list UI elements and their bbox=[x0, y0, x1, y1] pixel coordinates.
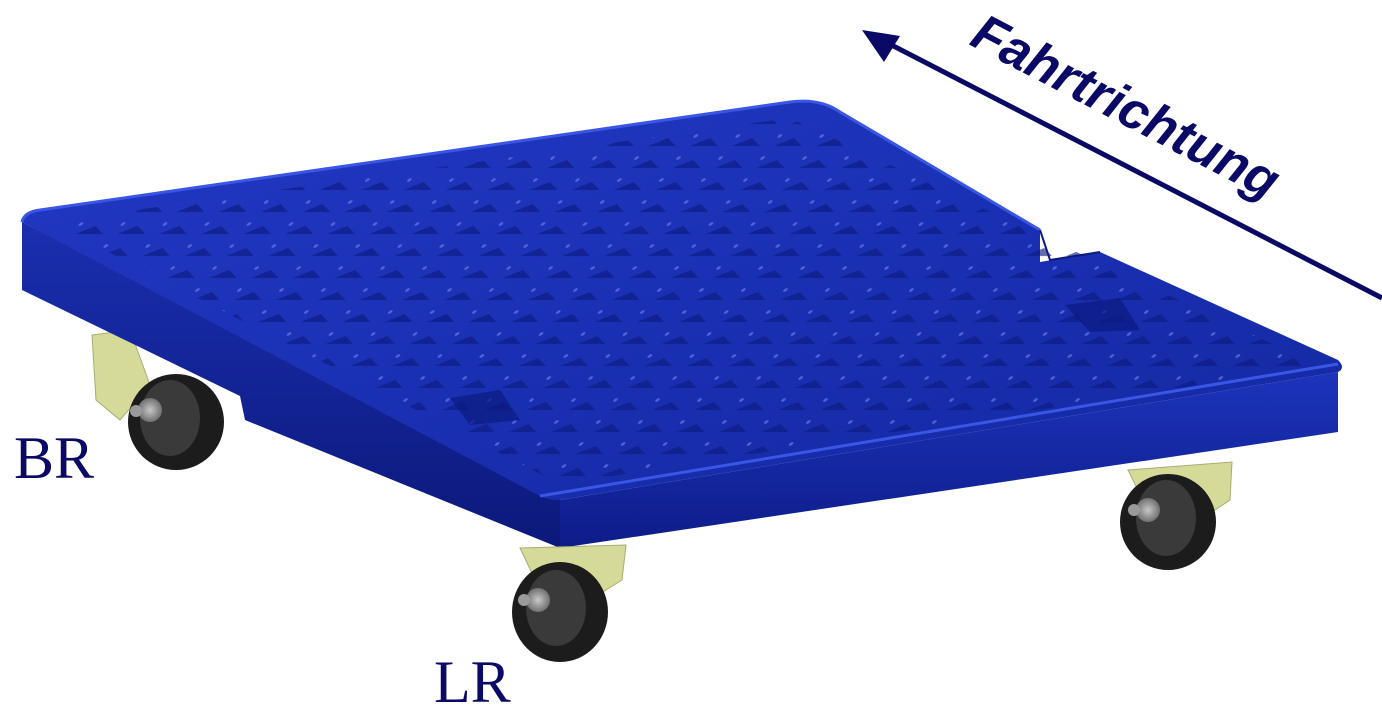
wheel-label-back-right: BR bbox=[14, 425, 94, 491]
arrow-head-icon bbox=[862, 30, 900, 62]
wheel-hub bbox=[138, 398, 162, 422]
wheel-hub bbox=[526, 588, 550, 612]
wheel-back-right bbox=[91, 329, 224, 470]
dolly-side-left bbox=[22, 222, 560, 548]
direction-arrow bbox=[862, 30, 1382, 301]
dolly-body bbox=[20, 99, 1342, 548]
dolly-side-front bbox=[560, 372, 1338, 548]
wheel-hub bbox=[1136, 498, 1160, 522]
wheel-label-left-rear: LR bbox=[434, 649, 511, 705]
wheel-left-rear bbox=[512, 544, 627, 662]
wheel-front-right bbox=[1120, 461, 1233, 570]
